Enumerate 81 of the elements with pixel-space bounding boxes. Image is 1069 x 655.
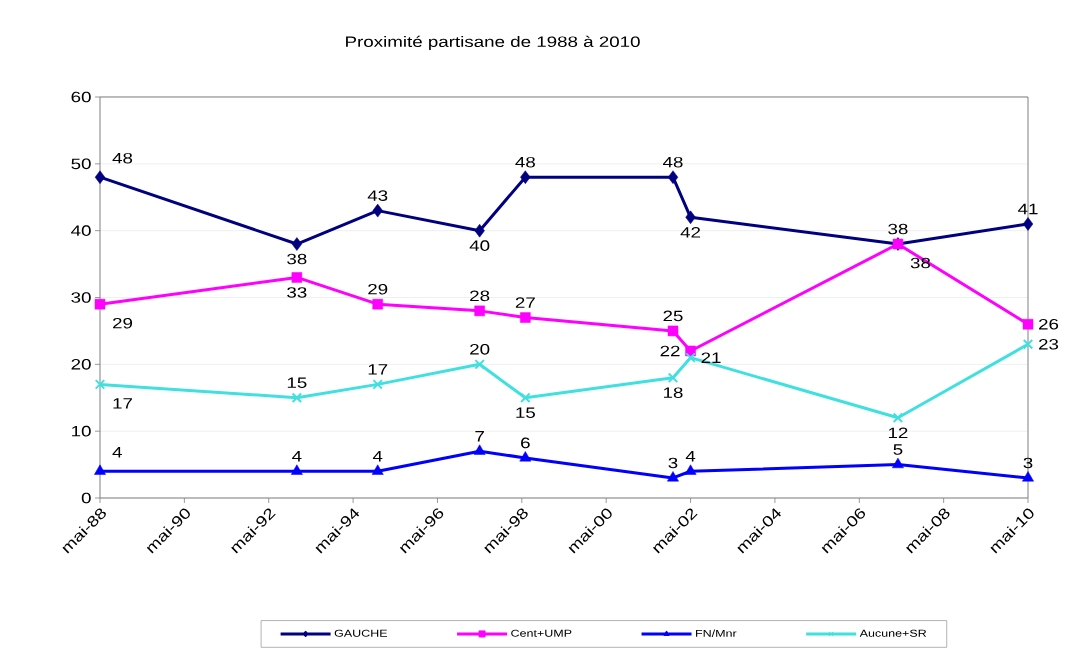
data-label: 29 — [113, 317, 133, 329]
point — [94, 379, 106, 390]
data-label: 25 — [663, 310, 683, 322]
data-label: 40 — [469, 240, 490, 251]
legend-label: GAUCHE — [334, 629, 388, 637]
data-label: 18 — [663, 387, 683, 398]
point — [291, 237, 302, 251]
data-label: 48 — [662, 156, 683, 168]
data-label: 3 — [1023, 457, 1033, 469]
point — [474, 305, 485, 317]
point — [291, 392, 303, 403]
point — [892, 412, 904, 424]
point — [473, 444, 486, 455]
data-label: 48 — [112, 152, 133, 164]
data-label: 41 — [1018, 203, 1038, 215]
point — [685, 210, 696, 225]
data-label: 15 — [516, 407, 535, 418]
data-label: 26 — [1039, 318, 1059, 330]
y-tick-label: 40 — [71, 225, 91, 236]
point — [372, 203, 383, 218]
data-label: 23 — [1039, 338, 1059, 350]
point — [1022, 217, 1034, 231]
data-label: 17 — [113, 398, 132, 409]
point — [94, 464, 106, 475]
point — [1022, 471, 1034, 482]
point — [371, 464, 384, 475]
point — [667, 471, 679, 482]
legend-label: Aucune+SR — [859, 629, 927, 637]
data-label: 3 — [668, 457, 678, 469]
data-label: 12 — [888, 427, 908, 439]
point — [520, 170, 531, 184]
data-label: 15 — [287, 377, 307, 388]
data-label: 28 — [470, 290, 490, 302]
data-label: 7 — [475, 431, 484, 442]
data-label: 4 — [112, 447, 122, 458]
data-label: 6 — [521, 437, 530, 449]
data-label: 38 — [287, 253, 307, 265]
point — [474, 223, 485, 238]
data-label: 27 — [515, 297, 535, 308]
point — [520, 392, 531, 403]
y-tick-label: 30 — [71, 292, 91, 303]
point — [519, 451, 532, 462]
y-tick-label: 0 — [81, 492, 91, 504]
point — [667, 372, 679, 383]
point — [291, 272, 303, 283]
data-label: 29 — [368, 283, 388, 295]
data-label: 38 — [910, 257, 931, 269]
point — [94, 170, 106, 184]
point — [892, 457, 904, 469]
data-label: 22 — [660, 345, 680, 357]
point — [1022, 318, 1034, 330]
data-label: 4 — [685, 451, 696, 462]
point — [474, 359, 485, 370]
data-label: 5 — [893, 444, 903, 455]
data-label: 20 — [470, 344, 490, 355]
data-label: 43 — [367, 190, 388, 201]
chart-title: Proximité partisane de 1988 à 2010 — [346, 35, 640, 50]
legend-label: Cent+UMP — [511, 629, 572, 637]
y-tick-label: 50 — [71, 158, 91, 170]
y-tick-label: 20 — [71, 359, 91, 370]
point — [372, 379, 383, 390]
point — [685, 352, 696, 363]
data-label: 33 — [287, 287, 307, 298]
y-tick-label: 60 — [71, 91, 91, 103]
point — [372, 298, 383, 310]
data-label: 38 — [888, 223, 908, 235]
data-label: 4 — [372, 451, 383, 462]
point — [667, 170, 679, 184]
point — [1022, 339, 1034, 350]
data-label: 17 — [368, 364, 388, 375]
point — [94, 298, 106, 310]
data-label: 42 — [680, 227, 701, 238]
data-label: 21 — [701, 352, 721, 363]
y-tick-label: 10 — [72, 425, 91, 437]
data-label: 48 — [515, 156, 535, 168]
point — [290, 464, 303, 475]
data-label: 4 — [292, 451, 302, 462]
point — [684, 464, 697, 475]
point — [667, 325, 679, 337]
legend-label: FN/Mnr — [696, 629, 737, 637]
point — [520, 312, 531, 323]
